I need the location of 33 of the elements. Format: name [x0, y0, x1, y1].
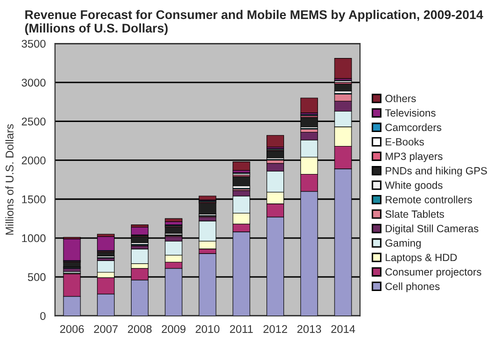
legend-label: Televisions	[385, 108, 436, 117]
x-tick-label: 2010	[196, 325, 220, 333]
legend-label: Others	[385, 94, 416, 102]
x-tick-label: 2009	[162, 325, 186, 333]
x-tick-label: 2008	[128, 325, 152, 333]
x-tick-label: 2014	[331, 325, 356, 333]
y-tick-label: 2500	[22, 118, 46, 126]
legend-label: Gaming	[385, 239, 421, 249]
y-tick-label: 3500	[22, 40, 46, 48]
x-tick-label: 2011	[230, 325, 253, 333]
y-tick-label: 500	[28, 273, 46, 282]
y-tick-label: 0	[40, 312, 46, 320]
x-tick-label: 2012	[263, 325, 288, 333]
legend-label: Digital Still Cameras	[386, 224, 478, 234]
legend-label: Camcorders	[385, 123, 442, 132]
legend-label: E-Books	[386, 138, 424, 146]
y-tick-label: 2000	[22, 156, 46, 164]
y-axis-title: Millions of U.S. Dollars	[5, 124, 14, 235]
legend-label: Slate Tablets	[385, 210, 444, 218]
legend-label: PNDs and hiking GPS	[386, 166, 487, 176]
legend-label: MP3 players	[386, 152, 442, 162]
legend-label: Cell phones	[385, 282, 440, 292]
legend-label: Laptops & HDD	[386, 254, 457, 264]
chart-title: Revenue Forecast for Consumer and Mobile MEMS by Application, 2009-2014 (Millions of U.S. Dollars)	[25, 10, 484, 36]
legend-label: White goods	[384, 181, 442, 191]
legend-label: Remote controllers	[386, 196, 472, 204]
x-tick-label: 2013	[297, 325, 322, 333]
x-tick-label: 2006	[60, 325, 84, 333]
y-tick-label: 1000	[22, 234, 46, 242]
legend-label: Consumer projectors	[385, 268, 482, 278]
y-tick-label: 1500	[22, 195, 46, 204]
x-tick-label: 2007	[94, 325, 118, 333]
y-tick-label: 3000	[22, 78, 46, 87]
